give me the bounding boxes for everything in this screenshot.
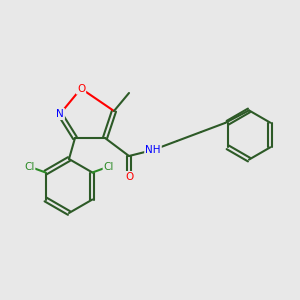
Text: O: O xyxy=(125,172,133,182)
Text: NH: NH xyxy=(145,145,161,155)
Text: N: N xyxy=(56,109,64,119)
Text: O: O xyxy=(77,83,85,94)
Text: Cl: Cl xyxy=(104,161,114,172)
Text: Cl: Cl xyxy=(24,161,34,172)
